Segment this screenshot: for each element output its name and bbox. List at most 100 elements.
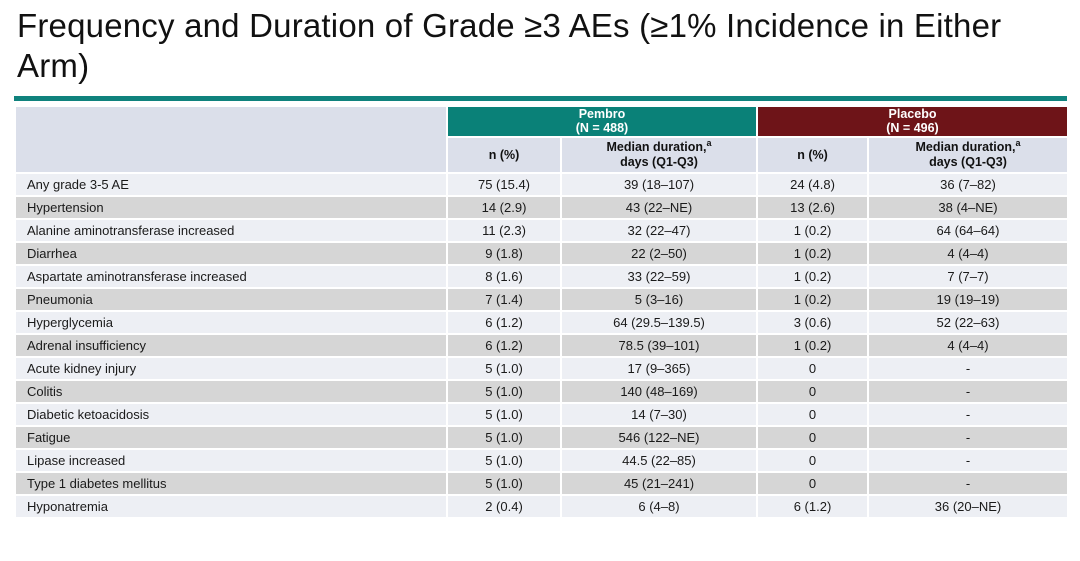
pembro-n-pct-label: n (%)	[488, 147, 520, 162]
placebo-duration-cell: 19 (19–19)	[867, 287, 1069, 312]
placebo-duration-cell: 4 (4–4)	[867, 241, 1069, 266]
pembro-n-cell: 8 (1.6)	[446, 264, 562, 289]
pembro-n-cell: 11 (2.3)	[446, 218, 562, 243]
placebo-n-cell: 1 (0.2)	[756, 264, 869, 289]
placebo-duration-cell: 38 (4–NE)	[867, 195, 1069, 220]
pembro-group-n: (N = 488)	[575, 121, 629, 136]
pembro-duration-cell: 6 (4–8)	[560, 494, 758, 519]
placebo-duration-cell: -	[867, 471, 1069, 496]
table-row: Hypertension 14 (2.9) 43 (22–NE) 13 (2.6) 38…	[14, 195, 1069, 220]
placebo-n-cell: 24 (4.8)	[756, 172, 869, 197]
pembro-duration-cell: 5 (3–16)	[560, 287, 758, 312]
pembro-duration-cell: 22 (2–50)	[560, 241, 758, 266]
ae-name-cell: Acute kidney injury	[14, 356, 448, 381]
ae-name-cell: Aspartate aminotransferase increased	[14, 264, 448, 289]
pembro-duration-cell: 546 (122–NE)	[560, 425, 758, 450]
placebo-median-line1: Median duration,	[915, 140, 1016, 155]
slide-title: Frequency and Duration of Grade ≥3 AEs (…	[17, 7, 1002, 85]
table-row: Aspartate aminotransferase increased 8 (1…	[14, 264, 1069, 289]
ae-name-cell: Any grade 3-5 AE	[14, 172, 448, 197]
placebo-duration-cell: -	[867, 425, 1069, 450]
placebo-duration-cell: -	[867, 356, 1069, 381]
pembro-n-cell: 5 (1.0)	[446, 402, 562, 427]
pembro-n-cell: 7 (1.4)	[446, 287, 562, 312]
table-row: Fatigue 5 (1.0) 546 (122–NE) 0-	[14, 425, 1069, 450]
pembro-duration-cell: 43 (22–NE)	[560, 195, 758, 220]
placebo-n-cell: 1 (0.2)	[756, 333, 869, 358]
ae-name-cell: Hypertension	[14, 195, 448, 220]
pembro-duration-cell: 32 (22–47)	[560, 218, 758, 243]
placebo-n-pct-header: n (%)	[756, 136, 869, 174]
pembro-n-cell: 14 (2.9)	[446, 195, 562, 220]
placebo-duration-cell: 36 (7–82)	[867, 172, 1069, 197]
placebo-median-footnote-marker: a	[1015, 138, 1021, 149]
pembro-n-cell: 5 (1.0)	[446, 356, 562, 381]
table-row: Lipase increased 5 (1.0) 44.5 (22–85) 0-	[14, 448, 1069, 473]
placebo-median-duration-header: Median duration,a days (Q1-Q3)	[867, 136, 1069, 174]
ae-name-cell: Lipase increased	[14, 448, 448, 473]
pembro-duration-cell: 17 (9–365)	[560, 356, 758, 381]
pembro-duration-cell: 39 (18–107)	[560, 172, 758, 197]
pembro-duration-cell: 64 (29.5–139.5)	[560, 310, 758, 335]
placebo-n-cell: 0	[756, 471, 869, 496]
ae-table-container: Pembro (N = 488) Placebo (N = 496) n (%)…	[14, 104, 1069, 519]
table-row: Alanine aminotransferase increased 11 (2.…	[14, 218, 1069, 243]
placebo-group-label: Placebo	[888, 106, 937, 121]
pembro-duration-cell: 140 (48–169)	[560, 379, 758, 404]
placebo-n-cell: 0	[756, 356, 869, 381]
slide: Frequency and Duration of Grade ≥3 AEs (…	[0, 6, 1080, 561]
placebo-n-cell: 1 (0.2)	[756, 241, 869, 266]
table-row: Hyponatremia 2 (0.4) 6 (4–8) 6 (1.2) 36 (20–…	[14, 494, 1069, 519]
ae-name-cell: Hyponatremia	[14, 494, 448, 519]
table-row: Adrenal insufficiency 6 (1.2) 78.5 (39–101…	[14, 333, 1069, 358]
placebo-median-line2: days (Q1-Q3)	[929, 155, 1007, 169]
table-row: Acute kidney injury 5 (1.0) 17 (9–365) 0-	[14, 356, 1069, 381]
table-row: Diabetic ketoacidosis 5 (1.0) 14 (7–30) 0-	[14, 402, 1069, 427]
placebo-group-n: (N = 496)	[886, 121, 939, 136]
pembro-duration-cell: 33 (22–59)	[560, 264, 758, 289]
table-row: Hyperglycemia 6 (1.2) 64 (29.5–139.5) 3 (0.…	[14, 310, 1069, 335]
ae-name-cell: Fatigue	[14, 425, 448, 450]
pembro-n-pct-header: n (%)	[446, 136, 562, 174]
ae-name-cell: Diarrhea	[14, 241, 448, 266]
sub-header-row: n (%) Median duration,a days (Q1-Q3) n (…	[15, 136, 1069, 174]
placebo-n-cell: 0	[756, 425, 869, 450]
placebo-group-header: Placebo (N = 496)	[756, 104, 1069, 138]
pembro-group-header: Pembro (N = 488)	[446, 104, 758, 138]
pembro-n-cell: 5 (1.0)	[446, 379, 562, 404]
placebo-n-cell: 1 (0.2)	[756, 218, 869, 243]
pembro-duration-cell: 78.5 (39–101)	[560, 333, 758, 358]
ae-name-cell: Type 1 diabetes mellitus	[14, 471, 448, 496]
pembro-n-cell: 5 (1.0)	[446, 425, 562, 450]
placebo-n-cell: 13 (2.6)	[756, 195, 869, 220]
pembro-median-line1: Median duration,	[606, 140, 707, 155]
pembro-median-duration-header: Median duration,a days (Q1-Q3)	[560, 136, 758, 174]
placebo-n-cell: 0	[756, 448, 869, 473]
placebo-duration-cell: 64 (64–64)	[867, 218, 1069, 243]
table-row: Colitis 5 (1.0) 140 (48–169) 0-	[14, 379, 1069, 404]
table-row: Type 1 diabetes mellitus 5 (1.0) 45 (21–24…	[14, 471, 1069, 496]
ae-name-cell: Colitis	[14, 379, 448, 404]
ae-name-cell: Alanine aminotransferase increased	[14, 218, 448, 243]
ae-name-cell: Pneumonia	[14, 287, 448, 312]
pembro-duration-cell: 14 (7–30)	[560, 402, 758, 427]
placebo-duration-cell: 7 (7–7)	[867, 264, 1069, 289]
ae-table-body: Any grade 3-5 AE 75 (15.4) 39 (18–107) 24 (…	[14, 172, 1069, 519]
pembro-median-line2: days (Q1-Q3)	[620, 155, 698, 169]
pembro-n-cell: 5 (1.0)	[446, 471, 562, 496]
pembro-n-cell: 2 (0.4)	[446, 494, 562, 519]
pembro-n-cell: 6 (1.2)	[446, 333, 562, 358]
table-row: Pneumonia 7 (1.4) 5 (3–16) 1 (0.2) 19 (19–19…	[14, 287, 1069, 312]
ae-table: Pembro (N = 488) Placebo (N = 496) n (%)…	[14, 104, 1069, 519]
placebo-n-cell: 0	[756, 379, 869, 404]
placebo-duration-cell: 4 (4–4)	[867, 333, 1069, 358]
pembro-n-cell: 5 (1.0)	[446, 448, 562, 473]
table-row: Diarrhea 9 (1.8) 22 (2–50) 1 (0.2) 4 (4–4)	[14, 241, 1069, 266]
title-rule	[14, 95, 1067, 101]
pembro-duration-cell: 45 (21–241)	[560, 471, 758, 496]
placebo-n-cell: 1 (0.2)	[756, 287, 869, 312]
group-header-row: Pembro (N = 488) Placebo (N = 496)	[14, 104, 1069, 174]
ae-name-cell: Adrenal insufficiency	[14, 333, 448, 358]
pembro-n-cell: 75 (15.4)	[446, 172, 562, 197]
placebo-duration-cell: 36 (20–NE)	[867, 494, 1069, 519]
